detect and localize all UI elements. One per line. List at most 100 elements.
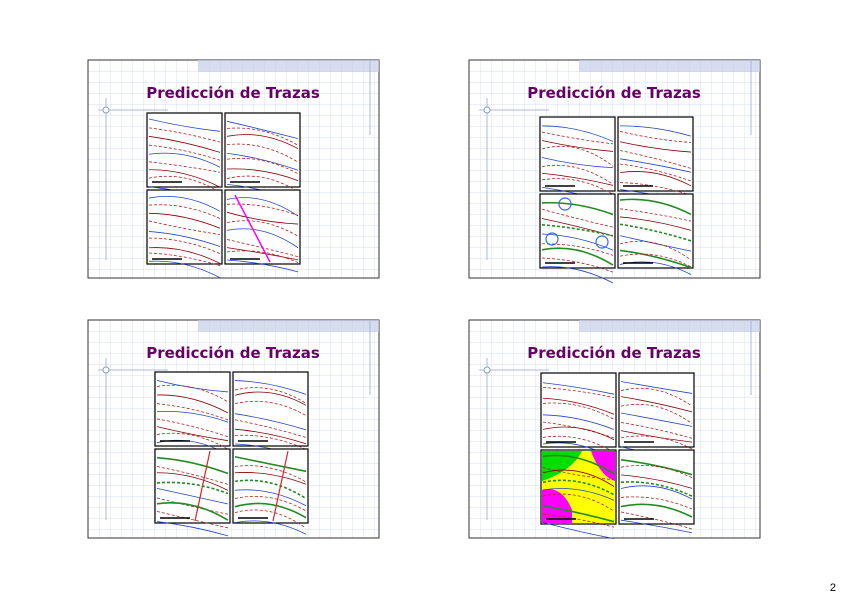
contour-line — [542, 387, 615, 398]
slide-title: Predicción de Trazas — [527, 84, 701, 102]
contour-line — [234, 455, 307, 473]
map-panel — [154, 371, 231, 456]
contour-line — [619, 150, 692, 169]
contour-line — [234, 472, 307, 485]
contour-line — [156, 487, 229, 505]
contour-line — [234, 520, 307, 535]
contour-line — [156, 472, 229, 491]
contour-line — [226, 211, 299, 225]
contour-line — [542, 522, 615, 540]
contour-line — [226, 152, 299, 171]
slide: Predicción de Trazas — [468, 59, 761, 284]
map-panel — [232, 371, 309, 461]
slide-band — [579, 320, 760, 332]
contour-line — [619, 158, 692, 173]
contour-line — [234, 509, 307, 529]
map-panel — [539, 116, 616, 204]
contour-line — [226, 197, 299, 217]
contour-line — [620, 422, 693, 439]
contour-line — [234, 479, 307, 500]
contour-line — [234, 496, 307, 512]
contour-line — [541, 178, 614, 195]
contour-line — [620, 381, 693, 394]
contour-line — [542, 382, 615, 395]
contour-line — [542, 435, 615, 453]
contour-line — [541, 125, 614, 142]
slide-title: Predicción de Trazas — [527, 344, 701, 362]
contour-line — [234, 465, 307, 483]
contour-line — [619, 223, 692, 242]
map-panel — [618, 449, 695, 534]
contour-line — [226, 143, 299, 163]
fill-area — [542, 451, 582, 481]
highlight-circle — [545, 232, 559, 246]
contour-line — [148, 118, 221, 132]
contour-line — [226, 259, 299, 273]
contour-line — [619, 125, 692, 137]
slide-band — [198, 60, 379, 72]
map-panel — [224, 189, 301, 273]
contour-line — [620, 435, 693, 450]
trace-line — [194, 450, 211, 522]
contour-line — [620, 474, 693, 489]
contour-line — [620, 403, 693, 424]
highlight-circle — [595, 235, 609, 249]
contour-line — [542, 467, 615, 481]
contour-line — [226, 120, 299, 139]
contour-line — [619, 198, 692, 216]
contour-line — [620, 485, 693, 500]
contour-line — [234, 428, 307, 445]
contour-line — [148, 127, 221, 143]
contour-line — [234, 502, 307, 519]
contour-line — [148, 196, 221, 212]
map-panel — [146, 112, 223, 203]
contour-line — [234, 413, 307, 431]
contour-line — [542, 488, 615, 501]
contour-line — [234, 489, 307, 507]
contour-line — [226, 220, 299, 237]
map-panel — [618, 372, 695, 458]
slide-ornament — [102, 366, 110, 374]
contour-line — [541, 208, 614, 228]
panel-frame — [232, 371, 309, 447]
contour-line — [148, 220, 221, 235]
contour-line — [156, 432, 229, 450]
slide-ornament — [102, 106, 110, 114]
contour-line — [541, 224, 614, 237]
map-panel — [617, 116, 694, 203]
contour-line — [541, 266, 614, 284]
contour-line — [541, 257, 614, 273]
contour-line — [542, 414, 615, 430]
contour-line — [156, 456, 229, 475]
contour-line — [156, 521, 229, 537]
contour-line — [619, 216, 692, 231]
panel-frame — [146, 112, 223, 188]
contour-line — [156, 426, 229, 442]
contour-line — [226, 203, 299, 216]
contour-line — [542, 402, 615, 420]
slide-ornament — [483, 366, 491, 374]
fill-area — [591, 451, 615, 481]
contour-line — [148, 175, 221, 193]
contour-line — [226, 168, 299, 181]
contour-line — [156, 403, 229, 421]
contour-line — [156, 502, 229, 521]
slide-ornament — [483, 106, 491, 114]
slide-title: Predicción de Trazas — [146, 84, 320, 102]
contour-line — [234, 380, 307, 395]
contour-line — [148, 252, 221, 267]
contour-line — [541, 140, 614, 152]
contour-line — [620, 465, 693, 479]
contour-line — [156, 394, 229, 414]
slide-band — [198, 320, 379, 332]
panel-frame — [224, 112, 301, 188]
panel-frame — [618, 372, 695, 448]
contour-line — [148, 247, 221, 264]
contour-line — [619, 141, 692, 153]
contour-line — [156, 418, 229, 438]
contour-line — [226, 157, 299, 175]
map-panel — [540, 372, 617, 460]
contour-line — [620, 396, 693, 413]
contour-line — [619, 208, 692, 222]
contour-line — [541, 145, 614, 167]
